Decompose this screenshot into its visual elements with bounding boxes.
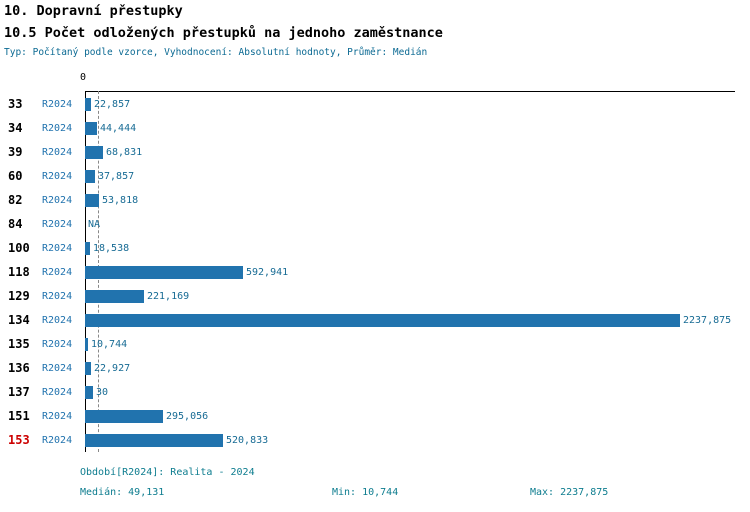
- row-category-label: 84: [8, 217, 23, 231]
- chart-row: 118 R2024 592,941: [0, 260, 750, 284]
- row-category-label: 136: [8, 361, 30, 375]
- min-stat-label: Min: 10,744: [332, 487, 399, 498]
- chart-rows: 33 R2024 22,857 34 R2024 44,444 39 R2024 68,831 6…: [0, 92, 750, 452]
- bar: [85, 433, 223, 447]
- bar-value-label: 30: [96, 386, 109, 398]
- bar-value-label: 37,857: [98, 170, 135, 182]
- row-category-label: 153: [8, 433, 30, 447]
- bar: [85, 97, 91, 111]
- row-series-label: R2024: [42, 410, 73, 422]
- bar: [85, 193, 99, 207]
- bar: [85, 145, 103, 159]
- bar-value-label: 2237,875: [683, 314, 732, 326]
- row-series-label: R2024: [42, 434, 73, 446]
- row-series-label: R2024: [42, 98, 73, 110]
- row-category-label: 39: [8, 145, 23, 159]
- row-category-label: 151: [8, 409, 30, 423]
- x-axis-zero-label: 0: [80, 72, 87, 83]
- bar: [85, 361, 91, 375]
- row-category-label: 135: [8, 337, 30, 351]
- bar: [85, 313, 680, 327]
- bar-value-label: 295,056: [166, 410, 209, 422]
- row-category-label: 82: [8, 193, 23, 207]
- row-category-label: 134: [8, 313, 30, 327]
- report-section-title: 10. Dopravní přestupky: [4, 3, 183, 19]
- chart-subtitle: Typ: Počítaný podle vzorce, Vyhodnocení:…: [4, 47, 428, 58]
- chart-row: 33 R2024 22,857: [0, 92, 750, 116]
- bar-value-label: 53,818: [102, 194, 139, 206]
- row-series-label: R2024: [42, 362, 73, 374]
- bar-value-label: 520,833: [226, 434, 269, 446]
- row-series-label: R2024: [42, 122, 73, 134]
- bar: [85, 289, 144, 303]
- chart-row: 39 R2024 68,831: [0, 140, 750, 164]
- bar: [85, 337, 88, 351]
- bar-value-label: 68,831: [106, 146, 143, 158]
- chart-row: 129 R2024 221,169: [0, 284, 750, 308]
- bar-value-label: NA: [88, 218, 101, 230]
- row-category-label: 129: [8, 289, 30, 303]
- row-series-label: R2024: [42, 314, 73, 326]
- chart-row: 34 R2024 44,444: [0, 116, 750, 140]
- bar-value-label: 221,169: [147, 290, 190, 302]
- chart-row: 134 R2024 2237,875: [0, 308, 750, 332]
- x-axis-line: [85, 91, 735, 92]
- chart-row: 137 R2024 30: [0, 380, 750, 404]
- row-category-label: 33: [8, 97, 23, 111]
- indicator-title: 10.5 Počet odložených přestupků na jedno…: [4, 25, 443, 41]
- row-category-label: 137: [8, 385, 30, 399]
- bar-value-label: 22,927: [94, 362, 131, 374]
- row-series-label: R2024: [42, 218, 73, 230]
- bar-value-label: 44,444: [100, 122, 137, 134]
- max-stat-label: Max: 2237,875: [530, 487, 609, 498]
- median-stat-label: Medián: 49,131: [80, 487, 165, 498]
- row-category-label: 34: [8, 121, 23, 135]
- bar-value-label: 22,857: [94, 98, 131, 110]
- chart-row: 135 R2024 10,744: [0, 332, 750, 356]
- chart-row: 82 R2024 53,818: [0, 188, 750, 212]
- bar: [85, 121, 97, 135]
- bar-value-label: 592,941: [246, 266, 289, 278]
- row-series-label: R2024: [42, 338, 73, 350]
- bar-value-label: 10,744: [91, 338, 128, 350]
- row-series-label: R2024: [42, 170, 73, 182]
- chart-row: 60 R2024 37,857: [0, 164, 750, 188]
- period-label: Období[R2024]: Realita - 2024: [80, 467, 255, 478]
- row-series-label: R2024: [42, 266, 73, 278]
- chart-row: 153 R2024 520,833: [0, 428, 750, 452]
- bar: [85, 385, 93, 399]
- chart-row: 151 R2024 295,056: [0, 404, 750, 428]
- row-series-label: R2024: [42, 242, 73, 254]
- bar: [85, 241, 90, 255]
- chart-row: 136 R2024 22,927: [0, 356, 750, 380]
- bar-value-label: 18,538: [93, 242, 130, 254]
- row-series-label: R2024: [42, 146, 73, 158]
- bar: [85, 169, 95, 183]
- row-category-label: 100: [8, 241, 30, 255]
- row-category-label: 118: [8, 265, 30, 279]
- chart-row: 84 R2024 NA: [0, 212, 750, 236]
- bar: [85, 409, 163, 423]
- bar: [85, 265, 243, 279]
- chart-row: 100 R2024 18,538: [0, 236, 750, 260]
- row-series-label: R2024: [42, 386, 73, 398]
- row-series-label: R2024: [42, 290, 73, 302]
- row-series-label: R2024: [42, 194, 73, 206]
- row-category-label: 60: [8, 169, 23, 183]
